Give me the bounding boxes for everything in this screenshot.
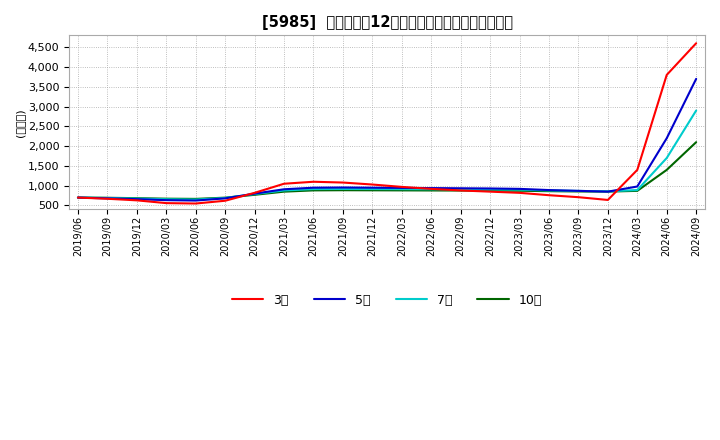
5年 — [486, 186, 495, 191]
7年 — [486, 187, 495, 192]
7年 — [397, 187, 406, 192]
7年 — [103, 195, 112, 201]
3年 — [456, 188, 465, 193]
Line: 10年: 10年 — [78, 142, 696, 199]
10年 — [73, 195, 82, 200]
5年 — [162, 198, 171, 203]
3年 — [192, 201, 200, 206]
5年 — [662, 136, 671, 141]
7年 — [368, 187, 377, 192]
3年 — [221, 198, 230, 203]
10年 — [574, 189, 582, 194]
3年 — [603, 197, 612, 202]
7年 — [516, 187, 524, 192]
7年 — [633, 187, 642, 193]
3年 — [633, 167, 642, 172]
5年 — [73, 195, 82, 200]
7年 — [192, 197, 200, 202]
Legend: 3年, 5年, 7年, 10年: 3年, 5年, 7年, 10年 — [228, 289, 547, 312]
Y-axis label: (百万円): (百万円) — [15, 108, 25, 137]
10年 — [279, 189, 288, 194]
3年 — [309, 179, 318, 184]
3年 — [486, 189, 495, 194]
7年 — [692, 108, 701, 113]
5年 — [397, 185, 406, 191]
10年 — [692, 139, 701, 145]
5年 — [338, 185, 347, 190]
7年 — [309, 187, 318, 192]
10年 — [427, 188, 436, 193]
10年 — [368, 188, 377, 193]
10年 — [162, 196, 171, 202]
3年 — [103, 196, 112, 202]
5年 — [603, 189, 612, 194]
7年 — [279, 188, 288, 193]
10年 — [662, 167, 671, 172]
5年 — [427, 185, 436, 191]
5年 — [132, 197, 141, 202]
10年 — [456, 188, 465, 193]
3年 — [574, 194, 582, 200]
5年 — [516, 186, 524, 191]
5年 — [192, 198, 200, 203]
7年 — [544, 188, 553, 193]
7年 — [427, 187, 436, 192]
5年 — [544, 187, 553, 193]
10年 — [486, 188, 495, 193]
10年 — [251, 192, 259, 198]
3年 — [368, 182, 377, 187]
5年 — [456, 186, 465, 191]
10年 — [544, 188, 553, 194]
7年 — [132, 196, 141, 201]
3年 — [516, 190, 524, 195]
10年 — [516, 188, 524, 193]
Title: [5985]  当期純利益12か月移動合計の標準偏差の推移: [5985] 当期純利益12か月移動合計の標準偏差の推移 — [261, 15, 513, 30]
7年 — [456, 187, 465, 192]
Line: 5年: 5年 — [78, 79, 696, 201]
7年 — [162, 197, 171, 202]
7年 — [221, 195, 230, 201]
10年 — [192, 196, 200, 202]
7年 — [574, 188, 582, 194]
5年 — [251, 191, 259, 196]
5年 — [633, 184, 642, 189]
5年 — [221, 196, 230, 201]
10年 — [103, 195, 112, 201]
7年 — [338, 186, 347, 191]
3年 — [692, 40, 701, 46]
5年 — [368, 185, 377, 191]
5年 — [279, 187, 288, 192]
10年 — [338, 187, 347, 193]
7年 — [251, 191, 259, 197]
10年 — [309, 188, 318, 193]
10年 — [132, 195, 141, 201]
10年 — [397, 188, 406, 193]
3年 — [162, 201, 171, 206]
3年 — [132, 198, 141, 203]
7年 — [603, 189, 612, 194]
Line: 7年: 7年 — [78, 110, 696, 200]
3年 — [662, 72, 671, 77]
3年 — [397, 184, 406, 190]
3年 — [544, 193, 553, 198]
3年 — [279, 181, 288, 187]
3年 — [427, 186, 436, 191]
3年 — [73, 195, 82, 200]
3年 — [251, 190, 259, 195]
3年 — [338, 180, 347, 185]
5年 — [574, 188, 582, 194]
7年 — [662, 155, 671, 161]
7年 — [73, 195, 82, 200]
10年 — [633, 188, 642, 194]
5年 — [103, 196, 112, 201]
10年 — [221, 195, 230, 200]
5年 — [309, 185, 318, 191]
5年 — [692, 76, 701, 81]
Line: 3年: 3年 — [78, 43, 696, 204]
10年 — [603, 189, 612, 194]
